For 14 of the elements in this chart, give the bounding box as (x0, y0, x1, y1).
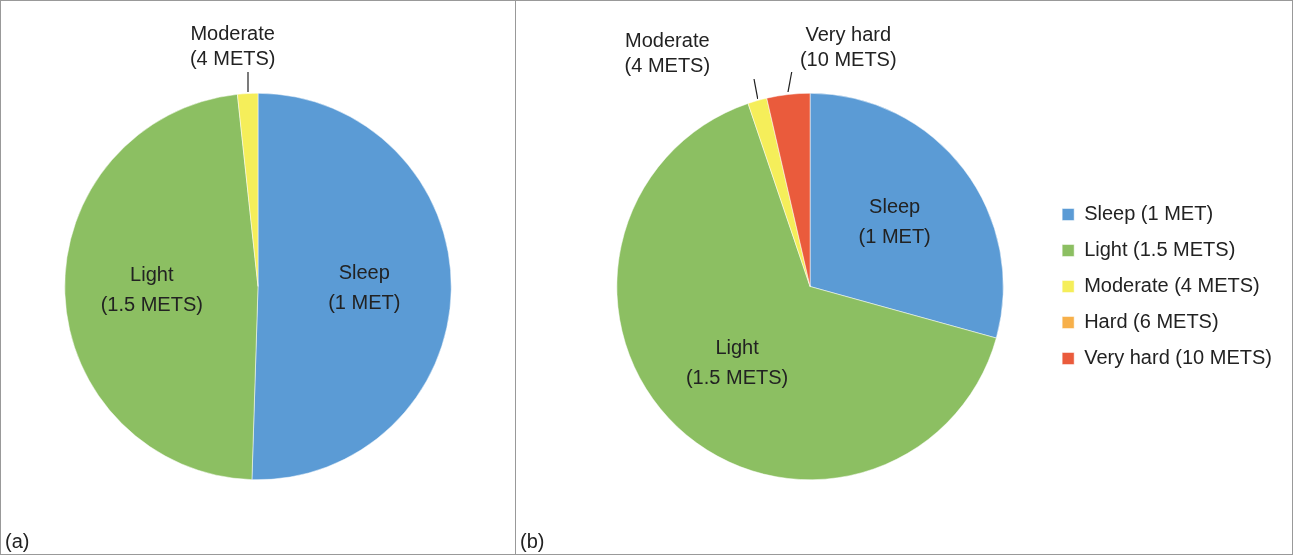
category-label: Moderate (4 METS) (624, 29, 711, 77)
slice-label: Light (1.5 METS) (100, 263, 203, 316)
legend-label: Hard (6 METS) (1084, 310, 1219, 333)
text: (a) (5, 529, 30, 552)
slice-label: Sleep (1 MET) (328, 260, 401, 313)
slice-label: Light (1.5 METS) (685, 336, 789, 389)
legend-label: Moderate (4 METS) (1084, 274, 1260, 297)
text: (b) (520, 529, 545, 552)
slice-label: Moderate (4 METS) (189, 22, 276, 70)
slice-label: Very hard (10 METS) (799, 23, 897, 70)
legend-label: Very hard (10 METS) (1084, 346, 1272, 369)
legend-label: Light (1.5 METS) (1084, 238, 1236, 261)
slice-label: Sleep (1 MET) (858, 194, 931, 247)
legend-label: Sleep (1 MET) (1084, 202, 1214, 225)
